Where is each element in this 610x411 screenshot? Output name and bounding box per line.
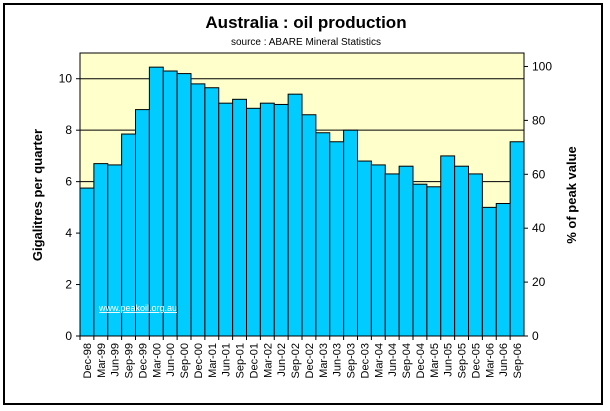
x-tick-label: Dec-99 [137,343,149,378]
x-tick-label: Dec-05 [470,343,482,378]
left-axis: 0 2 4 6 8 10 [59,72,80,343]
bar-Sep-00 [176,73,192,337]
bar-Mar-04 [370,164,386,337]
y2-tick-label: 0 [532,329,539,343]
x-tick-label: Jun-04 [387,343,399,377]
bar-Dec-04 [412,183,428,337]
x-tick-label: Jun-01 [221,343,233,377]
x-tick-label: Jun-99 [110,343,122,377]
x-tick-label: Sep-02 [290,343,302,378]
y-tick-label: 0 [65,329,72,343]
x-tick-label: Mar-06 [484,343,496,378]
y-axis-title: Gigalitres per quarter [30,129,45,261]
bar-Dec-03 [357,160,372,337]
bar-Dec-01 [246,107,261,337]
bar-Mar-01 [204,87,220,337]
chart-subtitle: source : ABARE Mineral Statistics [231,37,381,48]
bar-Mar-06 [481,206,497,337]
bar-Mar-02 [259,102,275,337]
right-axis: 0 20 40 60 80 100 [524,59,552,343]
x-tick-label: Dec-03 [359,343,371,378]
bar-Jun-01 [218,102,234,337]
bar-Sep-05 [454,165,469,337]
x-tick-label: Mar-01 [207,343,219,378]
x-tick-label: Sep-00 [179,343,191,378]
y-tick-label: 6 [65,175,72,189]
y-tick-label: 10 [59,72,73,86]
bar-Jun-05 [440,155,456,337]
chart-title: Australia : oil production [205,13,406,32]
x-tick-label: Mar-04 [373,343,385,378]
bar-Jun-00 [162,70,178,337]
x-tick-label: Sep-03 [346,343,358,378]
watermark-link[interactable]: www.peakoil.org.au [98,303,177,313]
y2-tick-label: 80 [532,113,546,127]
x-tick-label: Dec-01 [248,343,260,378]
y2-tick-label: 40 [532,221,546,235]
x-tick-label: Sep-06 [512,343,524,378]
bar-Dec-05 [468,173,483,337]
x-tick-label: Mar-00 [151,343,163,378]
bar-Dec-98 [79,187,95,337]
bar-Dec-02 [301,114,317,337]
x-tick-label: Dec-02 [304,343,316,378]
bar-Jun-04 [384,173,400,337]
y2-tick-label: 100 [532,59,552,73]
y-tick-label: 2 [65,278,72,292]
bars [79,66,525,337]
x-tick-label: Sep-99 [124,343,136,378]
y2-tick-label: 60 [532,167,546,181]
x-tick-label: Jun-02 [276,343,288,377]
bar-Sep-06 [509,141,525,337]
x-tick-label: Sep-04 [401,343,413,378]
x-axis: Dec-98 Mar-99 Jun-99 Sep-99 Dec-99 Mar-00 Jun-… [79,336,524,378]
bar-Sep-03 [343,129,358,337]
x-tick-label: Jun-03 [332,343,344,377]
x-tick-label: Dec-04 [415,343,427,378]
bar-Mar-00 [148,66,164,337]
x-tick-label: Jun-00 [165,343,177,377]
y2-tick-label: 20 [532,275,546,289]
bar-Sep-02 [287,93,303,337]
bar-Sep-04 [398,165,414,337]
bar-Jun-06 [495,203,511,337]
bar-Mar-03 [315,132,331,337]
bar-Sep-01 [232,98,247,337]
watermark[interactable]: www.peakoil.org.au [98,303,177,313]
y-tick-label: 8 [65,123,72,137]
x-tick-label: Mar-02 [262,343,274,378]
x-tick-label: Sep-01 [235,343,247,378]
x-tick-label: Dec-00 [193,343,205,378]
x-tick-label: Jun-06 [498,343,510,377]
x-tick-label: Sep-05 [457,343,469,378]
bar-Mar-05 [426,186,442,337]
y2-axis-title: % of peak value [564,146,579,244]
x-tick-label: Mar-03 [318,343,330,378]
x-tick-label: Jun-05 [443,343,455,377]
bar-Dec-00 [190,83,206,337]
bar-Jun-02 [273,103,289,337]
x-tick-label: Mar-05 [429,343,441,378]
y-tick-label: 4 [65,226,72,240]
bar-Jun-03 [329,141,345,337]
x-tick-label: Dec-98 [82,343,94,378]
x-tick-label: Mar-99 [96,343,108,378]
